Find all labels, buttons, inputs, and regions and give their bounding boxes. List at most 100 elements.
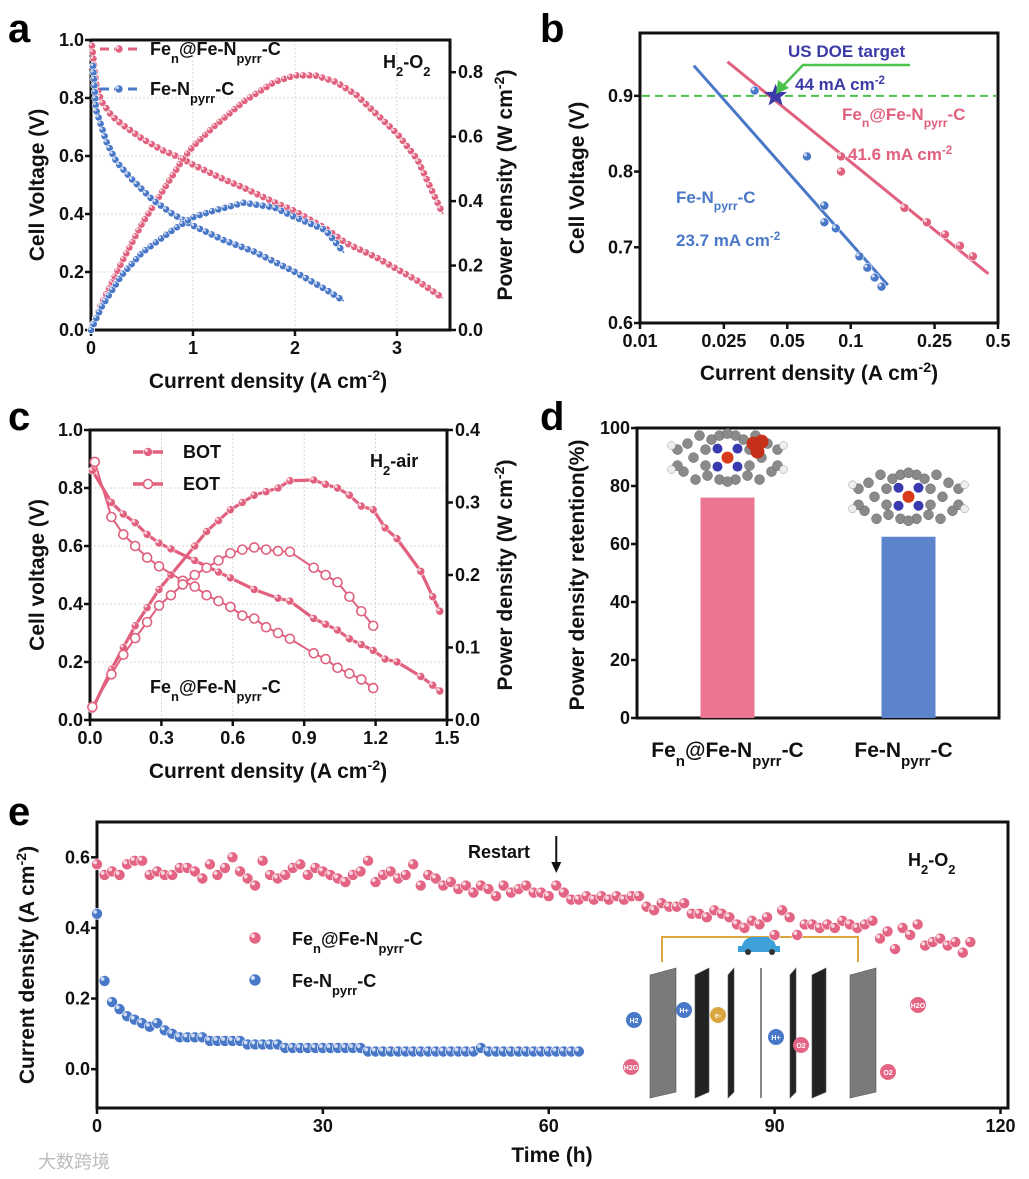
- data-point-highlight: [331, 292, 334, 295]
- data-point-highlight: [209, 231, 212, 235]
- data-point-highlight: [91, 76, 94, 80]
- data-point: [904, 929, 916, 941]
- data-point-highlight: [307, 217, 311, 220]
- data-point-highlight: [197, 226, 200, 229]
- data-point-highlight: [642, 902, 647, 907]
- y-axis-title-part: -2: [14, 853, 30, 866]
- data-point: [407, 858, 420, 871]
- data-point-highlight: [567, 1047, 572, 1052]
- data-point: [964, 936, 977, 948]
- data-point-highlight: [160, 1026, 165, 1031]
- data-point-highlight: [288, 1044, 293, 1048]
- data-point-highlight: [337, 82, 341, 85]
- x-tick-label: 120: [985, 1116, 1015, 1136]
- data-point-highlight: [222, 205, 225, 208]
- data-point-highlight: [251, 881, 256, 886]
- x-axis-title: Current density (A cm-2): [700, 360, 938, 385]
- y-tick-label: 0: [620, 708, 630, 728]
- data-point: [344, 668, 355, 679]
- cell-layer: [694, 967, 710, 1099]
- molecule-dot: [768, 1029, 784, 1045]
- data-point-highlight: [90, 56, 94, 59]
- data-point-highlight: [416, 881, 421, 886]
- data-point-highlight: [144, 531, 148, 535]
- data-point-highlight: [431, 874, 436, 879]
- data-point-highlight: [154, 144, 158, 148]
- data-point-highlight: [292, 269, 295, 272]
- data-point: [862, 262, 873, 273]
- data-point-highlight: [138, 186, 142, 189]
- y-tick-label: 0.2: [58, 652, 83, 672]
- data-point-highlight: [96, 115, 99, 118]
- data-point-highlight: [96, 309, 100, 313]
- legend-label-part: pyrr: [332, 983, 357, 998]
- y-tick-label: 0.4: [58, 594, 83, 614]
- series-2: [89, 62, 345, 303]
- data-point-highlight: [853, 924, 858, 928]
- carbon-atom: [925, 483, 936, 494]
- x-tick-label: 0.025: [701, 331, 746, 351]
- data-point: [87, 701, 98, 713]
- condition-label-part: 2: [383, 463, 390, 478]
- series-2: [89, 456, 379, 694]
- data-point: [106, 669, 117, 680]
- data-point-highlight: [191, 557, 195, 561]
- y-tick-label: 1.0: [59, 30, 84, 50]
- data-point-highlight: [341, 878, 346, 883]
- data-point-highlight: [755, 920, 760, 925]
- data-point-highlight: [234, 201, 238, 205]
- data-point: [201, 589, 212, 601]
- data-point-highlight: [314, 282, 318, 285]
- data-point-highlight: [394, 535, 398, 539]
- data-point-highlight: [156, 540, 160, 544]
- data-point-highlight: [425, 285, 428, 288]
- data-point: [357, 501, 366, 511]
- y-tick-label: 0.6: [608, 313, 633, 333]
- y2-tick-label: 0.1: [455, 638, 480, 658]
- data-point-highlight: [477, 1044, 481, 1048]
- y-axis-title: Cell Voltage (V): [566, 102, 589, 254]
- data-point-highlight: [243, 874, 248, 879]
- data-point: [89, 62, 97, 70]
- data-point-highlight: [278, 208, 282, 211]
- data-point-highlight: [357, 247, 361, 250]
- data-point-highlight: [437, 206, 441, 209]
- y-tick-label: 0.0: [65, 1059, 90, 1079]
- data-point: [869, 272, 880, 283]
- data-point-highlight: [253, 91, 256, 94]
- data-point-highlight: [263, 488, 267, 492]
- data-point-highlight: [129, 261, 132, 265]
- data-point-highlight: [426, 182, 430, 186]
- data-point: [333, 625, 342, 635]
- data-point: [166, 544, 176, 554]
- data-point-highlight: [104, 139, 107, 143]
- legend-label: Fen@Fe-Npyrr-C: [150, 39, 281, 66]
- data-point-highlight: [108, 499, 112, 503]
- data-point-highlight: [803, 153, 807, 157]
- data-point-highlight: [149, 205, 152, 209]
- data-point-highlight: [311, 864, 316, 868]
- data-point-highlight: [113, 281, 116, 285]
- data-point: [202, 527, 211, 536]
- molecule-dot: [626, 1012, 642, 1028]
- data-point-highlight: [93, 860, 97, 865]
- data-point-highlight: [117, 119, 120, 123]
- inset-label: H2O: [911, 1003, 926, 1010]
- data-point: [305, 71, 314, 80]
- data-point-highlight: [325, 230, 328, 234]
- data-point-highlight: [231, 181, 234, 184]
- data-point-highlight: [207, 170, 211, 173]
- data-point: [819, 217, 830, 228]
- nitrogen-atom: [913, 482, 924, 493]
- data-point: [768, 929, 781, 941]
- data-point-highlight: [143, 190, 146, 194]
- carbon-atom: [935, 513, 946, 524]
- data-point-highlight: [130, 856, 135, 861]
- data-point-highlight: [363, 249, 366, 253]
- data-point-highlight: [821, 219, 825, 223]
- data-point-highlight: [340, 238, 343, 241]
- condition-label-part: 2: [423, 64, 430, 79]
- x-axis-title-part: ): [380, 370, 387, 393]
- data-point: [89, 68, 98, 77]
- panel-a: 0 1 2 3 0.0 0.2 0.4 0.6 0.8 1.0 0.0 0.2 0.4 0.6 0.8 Fen…: [26, 30, 517, 393]
